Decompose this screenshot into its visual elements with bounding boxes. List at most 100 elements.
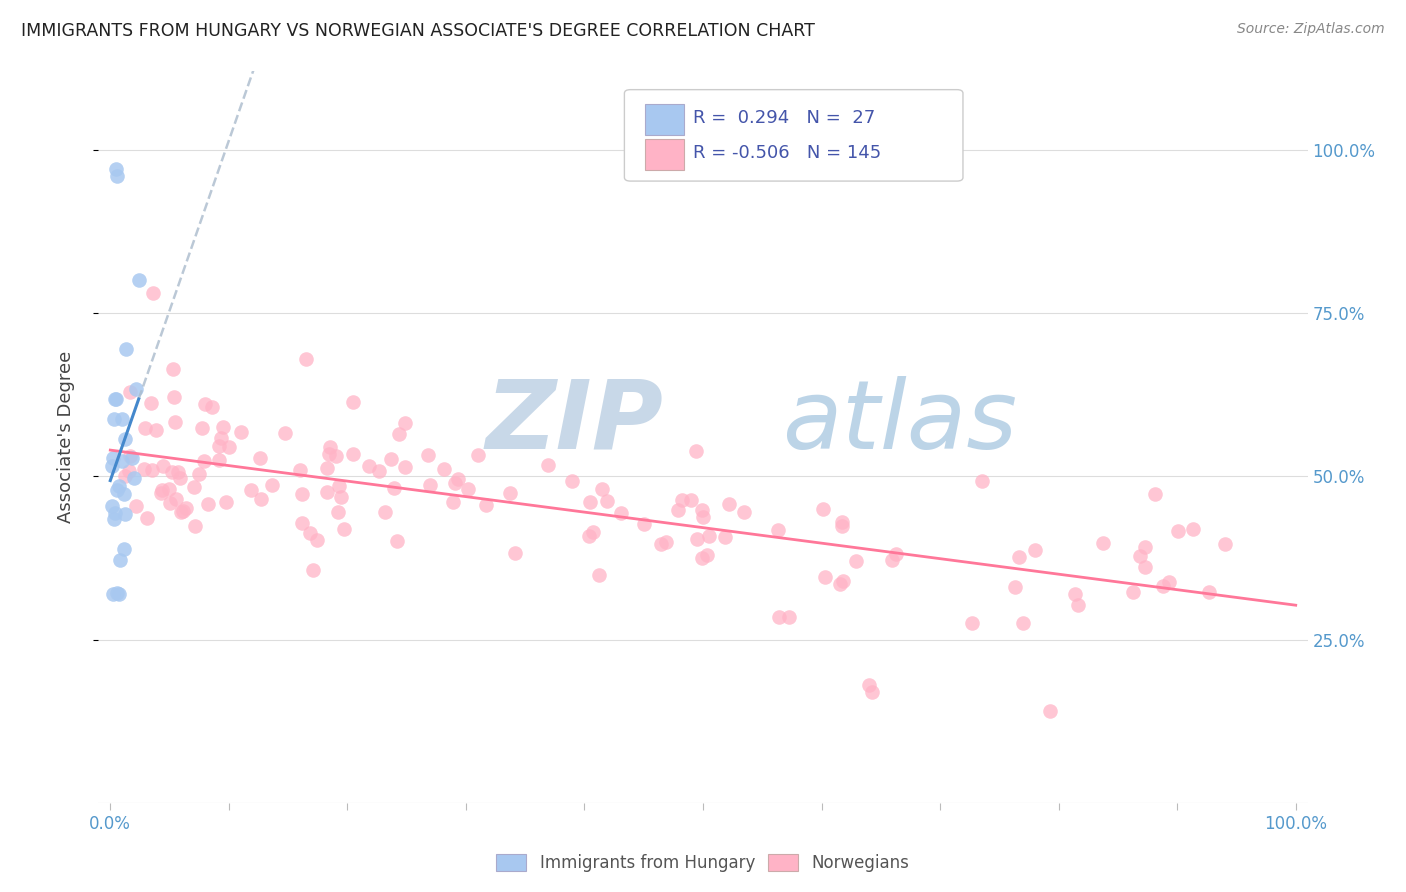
Point — [368, 464, 391, 478]
Point — [588, 567, 610, 582]
Point — [1122, 584, 1144, 599]
Point — [132, 462, 155, 476]
Text: ZIP: ZIP — [485, 376, 664, 469]
Point — [342, 447, 364, 461]
Point — [197, 498, 219, 512]
Text: Source: ZipAtlas.com: Source: ZipAtlas.com — [1237, 22, 1385, 37]
Point — [208, 439, 231, 453]
Point — [115, 342, 138, 356]
Point — [1066, 598, 1088, 612]
Point — [1012, 615, 1035, 630]
Point — [1008, 549, 1031, 564]
Point — [111, 454, 134, 468]
Point — [288, 462, 311, 476]
Point — [260, 478, 283, 492]
Point — [1129, 549, 1152, 563]
Point — [380, 451, 402, 466]
Point — [103, 411, 125, 425]
Point — [374, 505, 396, 519]
Point — [696, 548, 718, 562]
Point — [212, 420, 235, 434]
Point — [685, 444, 707, 458]
Point — [831, 574, 853, 588]
Point — [121, 451, 143, 466]
Point — [433, 461, 456, 475]
Point — [208, 453, 231, 467]
Point — [582, 525, 605, 540]
Point — [273, 426, 295, 441]
Point — [125, 382, 148, 396]
Point — [120, 449, 142, 463]
Point — [145, 423, 167, 437]
Point — [101, 450, 124, 465]
Point — [1213, 536, 1236, 550]
Point — [714, 529, 737, 543]
Point — [1063, 587, 1085, 601]
Point — [125, 499, 148, 513]
Point — [717, 497, 740, 511]
Point — [100, 458, 122, 473]
Point — [650, 536, 672, 550]
Point — [193, 454, 215, 468]
Point — [830, 576, 852, 591]
Point — [139, 396, 162, 410]
Point — [191, 421, 214, 435]
Point — [316, 484, 339, 499]
Point — [104, 392, 127, 406]
Text: R =  0.294   N =  27: R = 0.294 N = 27 — [693, 109, 876, 128]
Point — [860, 685, 883, 699]
Point — [1004, 580, 1026, 594]
Point — [733, 505, 755, 519]
Point — [231, 425, 253, 439]
FancyBboxPatch shape — [645, 104, 683, 135]
Text: atlas: atlas — [782, 376, 1017, 469]
Point — [467, 448, 489, 462]
Point — [444, 476, 467, 491]
Point — [174, 501, 197, 516]
Point — [165, 491, 187, 506]
Point — [250, 491, 273, 506]
Point — [609, 506, 631, 520]
Point — [215, 494, 238, 508]
Point — [692, 510, 714, 524]
Point — [159, 495, 181, 509]
Point — [578, 529, 600, 543]
Point — [388, 426, 411, 441]
Point — [446, 472, 468, 486]
Point — [1024, 543, 1046, 558]
Point — [249, 451, 271, 466]
Point — [326, 505, 349, 519]
Point — [114, 507, 136, 521]
Point — [112, 541, 135, 556]
Point — [104, 506, 127, 520]
Point — [845, 554, 868, 568]
Point — [118, 464, 141, 478]
Point — [183, 480, 205, 494]
Point — [884, 548, 907, 562]
Point — [105, 585, 128, 599]
Y-axis label: Associate's Degree: Associate's Degree — [56, 351, 75, 524]
Point — [1135, 540, 1157, 554]
Point — [141, 463, 163, 477]
Point — [858, 678, 880, 692]
Point — [681, 493, 703, 508]
Point — [537, 458, 560, 473]
Point — [342, 394, 364, 409]
Point — [188, 467, 211, 482]
Point — [697, 528, 720, 542]
Point — [671, 493, 693, 508]
Point — [167, 465, 190, 479]
Point — [162, 362, 184, 376]
FancyBboxPatch shape — [645, 139, 683, 170]
Point — [685, 532, 707, 546]
Point — [359, 458, 381, 473]
Point — [291, 487, 314, 501]
Point — [633, 517, 655, 532]
Point — [385, 533, 408, 548]
Point — [294, 351, 316, 366]
Point — [150, 483, 173, 498]
Point — [200, 400, 222, 414]
FancyBboxPatch shape — [624, 90, 963, 181]
Point — [1144, 487, 1167, 501]
Point — [103, 512, 125, 526]
